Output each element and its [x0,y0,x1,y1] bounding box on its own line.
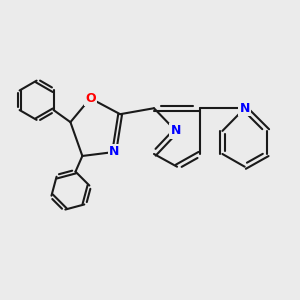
Text: N: N [109,146,119,158]
Text: O: O [85,92,96,105]
Text: N: N [171,124,181,137]
Text: N: N [239,102,250,115]
